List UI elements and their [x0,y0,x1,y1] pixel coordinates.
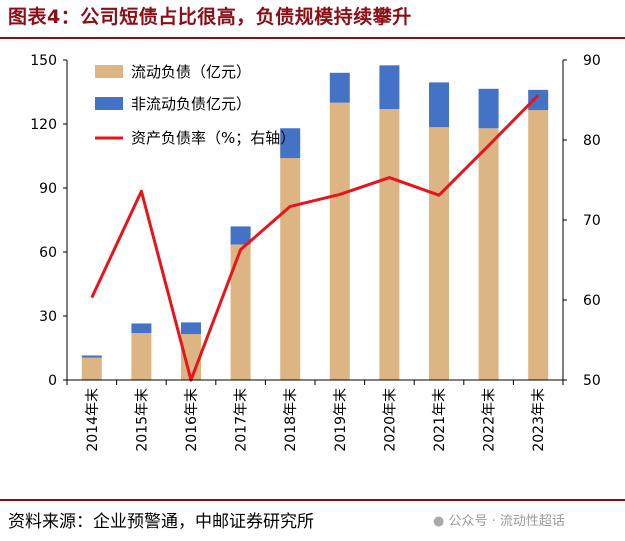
bar-noncurrent-6 [379,65,400,110]
x-tick-label: 2017年末 [234,388,250,452]
wechat-icon: ● [433,514,445,529]
legend-label-2: 资产负债率（%；右轴） [131,129,295,147]
legend-swatch-current [95,65,123,78]
bar-current-7 [429,127,449,380]
x-tick-label: 2020年末 [382,388,398,452]
x-tick-label: 2014年末 [85,388,101,452]
bar-noncurrent-4 [280,128,301,159]
ratio-line [90,94,540,382]
legend-label-1: 非流动负债亿元） [131,95,251,113]
right-tick-label: 60 [583,293,601,309]
bar-current-1 [131,333,152,380]
x-tick-label: 2018年末 [283,388,299,452]
chart-canvas: 0 30 60 90 120 150 50 60 70 80 90 2014年末 2015年末 2016年… [30,53,601,452]
axes-group: 0 30 60 90 120 150 50 60 70 80 90 2014年末 2015年末 2016年… [30,53,601,452]
x-tick-label: 2022年末 [482,388,498,452]
x-tick-label: 2016年末 [184,388,200,452]
bar-current-9 [528,110,549,380]
legend-label-0: 流动负债（亿元） [131,63,251,81]
left-tick-label: 60 [39,245,57,261]
left-tick-label: 120 [30,117,57,133]
right-tick-label: 70 [583,213,601,229]
bar-current-4 [280,158,301,380]
right-tick-label: 90 [583,53,601,69]
left-tick-label: 30 [39,309,57,325]
bar-noncurrent-2 [181,322,201,335]
watermark-text: 公众号 · 流动性超话 [448,514,565,529]
x-tick-label: 2023年末 [531,388,547,452]
right-tick-label: 50 [583,373,601,389]
bar-noncurrent-8 [478,88,499,129]
title-divider [0,37,625,39]
left-tick-label: 90 [39,181,57,197]
source-divider [0,499,625,501]
left-tick-label: 0 [48,373,57,389]
bar-current-8 [478,128,499,380]
bar-noncurrent-9 [528,89,549,111]
ratio-line-group [90,94,540,382]
chart-title: 图表4：公司短债占比很高，负债规模持续攀升 [8,6,412,28]
right-tick-label: 80 [583,133,601,149]
source-note: 资料来源：企业预警通，中邮证券研究所 [8,512,314,532]
bar-noncurrent-7 [429,82,449,128]
legend-swatch-noncurrent [95,97,123,110]
bar-current-0 [81,357,102,380]
bars-group [81,65,549,381]
bar-current-5 [329,102,350,381]
x-tick-label: 2019年末 [333,388,349,452]
bar-noncurrent-1 [131,323,152,334]
watermark: ● 公众号 · 流动性超话 [433,510,565,529]
bar-noncurrent-0 [81,355,102,358]
bar-noncurrent-5 [329,72,350,103]
bar-current-6 [379,109,400,381]
x-tick-label: 2015年末 [134,388,150,452]
bar-current-3 [230,244,251,380]
legend: 流动负债（亿元） 非流动负债亿元） 资产负债率（%；右轴） [95,63,295,147]
left-tick-label: 150 [30,53,57,69]
x-tick-label: 2021年末 [432,388,448,452]
bar-noncurrent-3 [230,226,251,245]
